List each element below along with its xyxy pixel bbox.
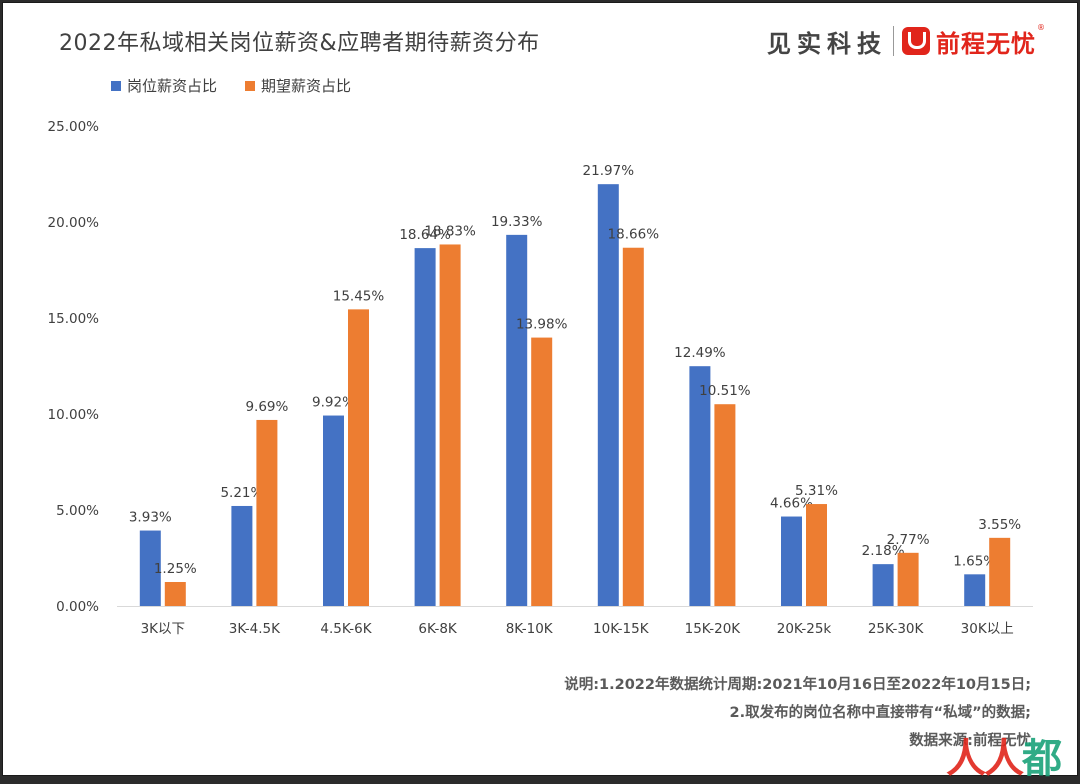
bar-job-salary xyxy=(139,530,161,606)
chart-legend: 岗位薪资占比 期望薪资占比 xyxy=(111,75,351,96)
y-tick-label: 10.00% xyxy=(48,407,100,423)
bar-expected-salary xyxy=(439,244,461,607)
data-label: 1.25% xyxy=(154,561,197,577)
x-tick-label: 8K-10K xyxy=(506,621,554,637)
source-line: 数据来源:前程无忧 xyxy=(909,733,1031,749)
note-line-2: 2.取发布的岗位名称中直接带有“私域”的数据; xyxy=(729,705,1031,721)
data-label: 19.33% xyxy=(491,214,543,230)
legend-swatch-blue xyxy=(111,80,121,91)
bar-job-salary xyxy=(231,505,253,606)
data-label: 1.65% xyxy=(953,553,996,569)
data-label: 2.77% xyxy=(887,532,930,548)
y-tick-label: 25.00% xyxy=(48,119,100,135)
bar-expected-salary xyxy=(531,337,553,606)
legend-label: 岗位薪资占比 xyxy=(127,77,218,95)
x-tick-label: 3K以下 xyxy=(141,621,185,637)
data-label: 18.83% xyxy=(424,223,476,239)
data-label: 3.55% xyxy=(978,517,1021,533)
registered-mark: ® xyxy=(1037,23,1045,32)
data-label: 13.98% xyxy=(516,317,568,333)
51job-logo-text: 前程无忧 xyxy=(936,29,1036,58)
footer-notes: 说明:1.2022年数据统计周期:2021年10月16日至2022年10月15日… xyxy=(564,671,1031,755)
y-tick-label: 20.00% xyxy=(48,215,100,231)
bar-expected-salary xyxy=(348,309,369,606)
x-tick-label: 6K-8K xyxy=(418,621,457,637)
legend-label: 期望薪资占比 xyxy=(261,77,352,95)
bar-expected-salary xyxy=(622,247,644,606)
data-label: 18.64% xyxy=(399,227,451,243)
x-tick-label: 25K-30K xyxy=(868,621,925,637)
legend-swatch-orange xyxy=(245,80,256,91)
bar-job-salary xyxy=(689,366,711,606)
x-tick-label: 10K-15K xyxy=(593,621,650,637)
chart-title: 2022年私域相关岗位薪资&应聘者期待薪资分布 xyxy=(59,31,540,56)
data-label: 15.45% xyxy=(333,288,385,304)
y-tick-label: 0.00% xyxy=(56,599,99,615)
data-label: 9.92% xyxy=(312,395,355,411)
bar-chart: 0.00% 5.00% 10.00% 15.00% 20.00% 25.00% 3K以下 3.… xyxy=(48,119,1033,637)
jianshi-logo-text: 见实科技 xyxy=(767,29,887,58)
51job-logo-icon xyxy=(902,27,930,55)
bar-job-salary xyxy=(781,516,802,606)
data-label: 18.66% xyxy=(608,227,660,243)
bar-job-salary xyxy=(323,415,344,606)
brand-divider xyxy=(893,26,894,56)
data-label: 5.31% xyxy=(795,483,838,499)
x-tick-label: 4.5K-6K xyxy=(320,621,372,637)
bar-job-salary xyxy=(964,574,986,606)
x-tick-label: 15K-20K xyxy=(685,621,742,637)
bar-job-salary xyxy=(597,184,619,606)
y-tick-label: 5.00% xyxy=(56,503,99,519)
legend-item-job-salary: 岗位薪资占比 xyxy=(111,75,217,96)
data-label: 10.51% xyxy=(699,383,751,399)
x-tick-label: 3K-4.5K xyxy=(229,621,281,637)
x-tick-label: 20K-25k xyxy=(777,621,832,637)
bar-expected-salary xyxy=(256,419,278,606)
data-label: 2.18% xyxy=(862,543,905,559)
bar-job-salary xyxy=(414,248,436,606)
data-label: 4.66% xyxy=(770,496,813,512)
brand-logos: 见实科技 前程无忧 ® xyxy=(767,23,1045,59)
y-tick-label: 15.00% xyxy=(48,311,100,327)
data-label: 12.49% xyxy=(674,345,726,361)
bar-expected-salary xyxy=(714,404,736,606)
legend-item-expected-salary: 期望薪资占比 xyxy=(245,75,351,96)
data-label: 5.21% xyxy=(220,485,263,501)
data-label: 3.93% xyxy=(129,510,172,526)
bar-job-salary xyxy=(506,234,528,606)
data-label: 9.69% xyxy=(245,399,288,415)
bar-expected-salary xyxy=(897,552,919,606)
watermark-logo: 人人都 xyxy=(946,736,1062,782)
x-tick-label: 30K以上 xyxy=(961,621,1014,637)
bar-expected-salary xyxy=(989,537,1011,606)
note-line-1: 说明:1.2022年数据统计周期:2021年10月16日至2022年10月15日… xyxy=(564,677,1031,693)
bar-job-salary xyxy=(872,564,894,606)
data-label: 21.97% xyxy=(583,163,635,179)
bar-expected-salary xyxy=(164,582,186,606)
bar-expected-salary xyxy=(806,504,827,606)
